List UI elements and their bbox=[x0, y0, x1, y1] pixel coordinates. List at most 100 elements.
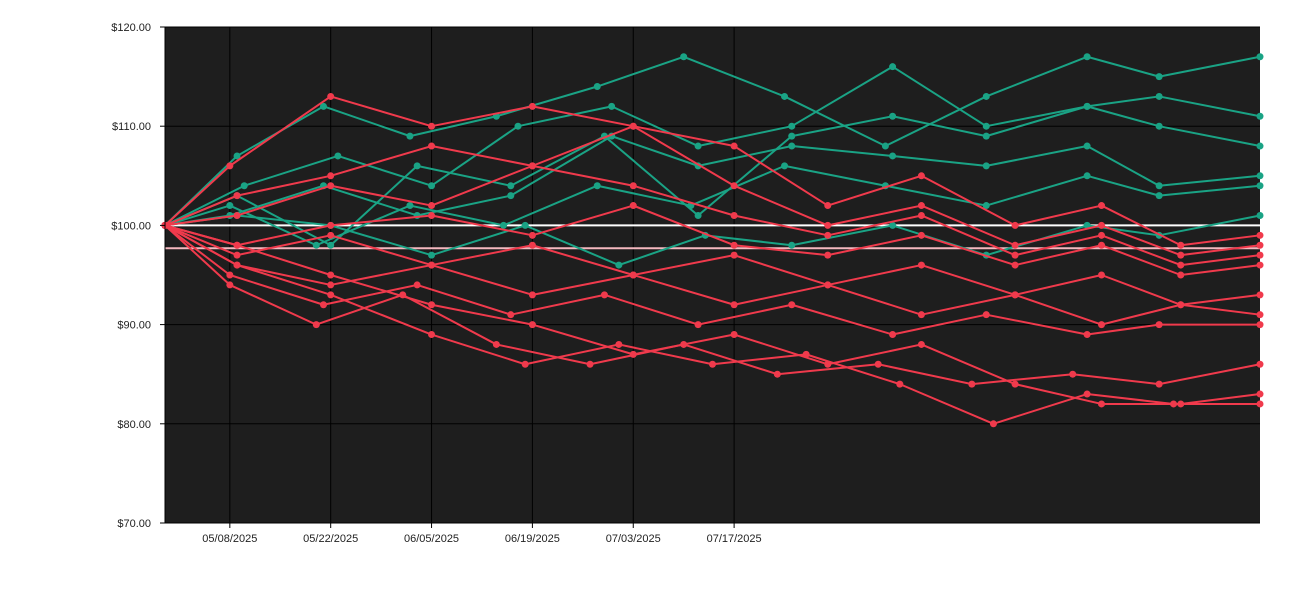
data-point bbox=[982, 132, 990, 140]
series-9 bbox=[161, 162, 1264, 269]
data-point bbox=[327, 182, 335, 190]
data-point bbox=[730, 211, 738, 219]
data-point bbox=[608, 102, 616, 110]
data-point bbox=[233, 261, 241, 269]
x-tick-label: 06/05/2025 bbox=[404, 533, 459, 545]
data-point bbox=[889, 331, 897, 339]
y-tick-label: $110.00 bbox=[112, 121, 151, 133]
data-point bbox=[1083, 390, 1091, 398]
data-point bbox=[507, 311, 515, 319]
data-point bbox=[1069, 370, 1077, 378]
data-point bbox=[1256, 291, 1264, 299]
data-point bbox=[788, 142, 796, 150]
data-point bbox=[1256, 211, 1264, 219]
data-point bbox=[1083, 53, 1091, 61]
data-point bbox=[730, 301, 738, 309]
data-point bbox=[1256, 182, 1264, 190]
data-point bbox=[1155, 192, 1163, 200]
data-point bbox=[413, 281, 421, 289]
data-point bbox=[521, 221, 529, 229]
data-point bbox=[1155, 380, 1163, 388]
x-tick-label: 05/22/2025 bbox=[303, 533, 358, 545]
data-point bbox=[896, 380, 904, 388]
x-tick-label: 07/17/2025 bbox=[707, 533, 762, 545]
data-point bbox=[1098, 271, 1106, 279]
y-tick-label: $100.00 bbox=[111, 220, 151, 232]
data-point bbox=[240, 182, 248, 190]
data-point bbox=[327, 221, 335, 229]
data-point bbox=[233, 152, 241, 160]
data-point bbox=[1256, 311, 1264, 319]
data-point bbox=[319, 102, 327, 110]
y-tick-label: $90.00 bbox=[117, 320, 151, 332]
data-point bbox=[1256, 142, 1264, 150]
data-point bbox=[917, 231, 925, 239]
data-point bbox=[1098, 231, 1106, 239]
data-point bbox=[1098, 321, 1106, 329]
data-point bbox=[528, 102, 536, 110]
data-point bbox=[1177, 261, 1185, 269]
data-point bbox=[629, 122, 637, 130]
data-point bbox=[694, 142, 702, 150]
data-point bbox=[327, 291, 335, 299]
data-point bbox=[327, 271, 335, 279]
data-point bbox=[226, 162, 234, 170]
data-point bbox=[788, 241, 796, 249]
data-point bbox=[824, 281, 832, 289]
data-point bbox=[428, 182, 436, 190]
data-point bbox=[694, 321, 702, 329]
data-point bbox=[428, 142, 436, 150]
axes: $70.00 $80.00 $90.00 $100.00 $110.00 $120.00 0… bbox=[111, 22, 1260, 545]
data-point bbox=[917, 202, 925, 210]
data-point bbox=[1256, 251, 1264, 259]
data-point bbox=[730, 182, 738, 190]
data-point bbox=[1256, 112, 1264, 120]
data-point bbox=[327, 281, 335, 289]
data-point bbox=[521, 360, 529, 368]
data-point bbox=[1083, 142, 1091, 150]
data-point bbox=[982, 122, 990, 130]
data-point bbox=[1098, 221, 1106, 229]
data-point bbox=[492, 340, 500, 348]
data-point bbox=[327, 92, 335, 100]
data-point bbox=[1011, 380, 1019, 388]
data-point bbox=[233, 211, 241, 219]
data-point bbox=[781, 92, 789, 100]
data-point bbox=[586, 360, 594, 368]
data-point bbox=[312, 321, 320, 329]
data-point bbox=[1155, 92, 1163, 100]
data-point bbox=[428, 122, 436, 130]
data-point bbox=[982, 202, 990, 210]
data-point bbox=[593, 83, 601, 91]
data-point bbox=[428, 261, 436, 269]
data-point bbox=[730, 251, 738, 259]
data-point bbox=[1155, 321, 1163, 329]
data-point bbox=[824, 360, 832, 368]
data-point bbox=[507, 182, 515, 190]
data-point bbox=[788, 132, 796, 140]
data-point bbox=[1083, 221, 1091, 229]
data-point bbox=[327, 241, 335, 249]
data-point bbox=[989, 420, 997, 428]
data-point bbox=[680, 53, 688, 61]
data-point bbox=[1011, 291, 1019, 299]
data-point bbox=[629, 202, 637, 210]
data-point bbox=[500, 221, 508, 229]
data-point bbox=[1083, 102, 1091, 110]
data-point bbox=[528, 162, 536, 170]
data-point bbox=[824, 251, 832, 259]
data-point bbox=[917, 211, 925, 219]
data-point bbox=[528, 321, 536, 329]
data-point bbox=[406, 202, 414, 210]
data-point bbox=[226, 202, 234, 210]
data-point bbox=[824, 221, 832, 229]
data-point bbox=[312, 241, 320, 249]
data-point bbox=[593, 182, 601, 190]
data-point bbox=[773, 370, 781, 378]
data-point bbox=[1155, 182, 1163, 190]
data-point bbox=[1098, 241, 1106, 249]
data-point bbox=[781, 162, 789, 170]
data-point bbox=[917, 261, 925, 269]
data-point bbox=[507, 192, 515, 200]
data-point bbox=[1177, 241, 1185, 249]
